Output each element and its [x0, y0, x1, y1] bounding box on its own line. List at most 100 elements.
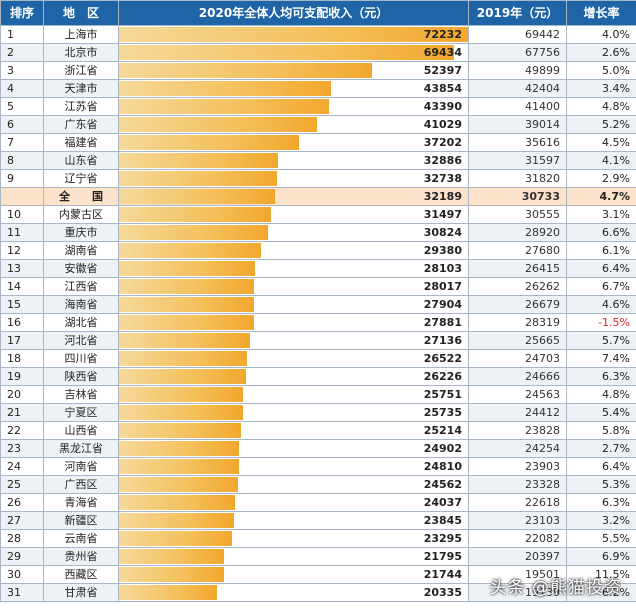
income-2020-cell: 20335: [118, 583, 469, 602]
table-row: 8 山东省 32886 31597 4.1%: [0, 151, 636, 170]
growth-cell: 4.5%: [566, 133, 636, 152]
rank-cell: 2: [0, 43, 44, 62]
region-cell: 安徽省: [43, 259, 119, 278]
header-income-2020: 2020年全体人均可支配收入（元）: [118, 0, 469, 26]
income-bar: [119, 297, 254, 312]
income-2019-cell: 19139: [468, 583, 567, 602]
income-2019-cell: 24254: [468, 439, 567, 458]
header-income-2019: 2019年（元）: [468, 0, 567, 26]
income-2019-cell: 26679: [468, 295, 567, 314]
income-2020-value: 41029: [423, 118, 462, 131]
table-row: 22 山西省 25214 23828 5.8%: [0, 421, 636, 440]
region-cell: 内蒙古区: [43, 205, 119, 224]
income-2020-cell: 37202: [118, 133, 469, 152]
income-2020-cell: 41029: [118, 115, 469, 134]
income-2019-cell: 35616: [468, 133, 567, 152]
income-2020-value: 43390: [423, 100, 462, 113]
income-2020-value: 27904: [423, 298, 462, 311]
income-2020-cell: 23845: [118, 511, 469, 530]
income-2020-cell: 23295: [118, 529, 469, 548]
table-row: 13 安徽省 28103 26415 6.4%: [0, 259, 636, 278]
growth-cell: 6.2%: [566, 583, 636, 602]
rank-cell: [0, 187, 44, 206]
income-2020-value: 24902: [423, 442, 462, 455]
region-cell: 新疆区: [43, 511, 119, 530]
income-2020-cell: 32189: [118, 187, 469, 206]
growth-cell: 5.4%: [566, 403, 636, 422]
rank-cell: 7: [0, 133, 44, 152]
table-row: 1 上海市 72232 69442 4.0%: [0, 25, 636, 44]
income-2019-cell: 41400: [468, 97, 567, 116]
region-cell: 江西省: [43, 277, 119, 296]
rank-cell: 24: [0, 457, 44, 476]
income-bar: [119, 207, 272, 222]
table-row: 21 宁夏区 25735 24412 5.4%: [0, 403, 636, 422]
income-bar: [119, 315, 254, 330]
region-cell: 重庆市: [43, 223, 119, 242]
income-2020-value: 31497: [423, 208, 462, 221]
income-2020-value: 69434: [423, 46, 462, 59]
table-row: 27 新疆区 23845 23103 3.2%: [0, 511, 636, 530]
rank-cell: 23: [0, 439, 44, 458]
income-2020-cell: 26522: [118, 349, 469, 368]
rank-cell: 15: [0, 295, 44, 314]
table-row: 31 甘肃省 20335 19139 6.2%: [0, 583, 636, 602]
income-2019-cell: 24666: [468, 367, 567, 386]
growth-cell: 6.6%: [566, 223, 636, 242]
income-bar: [119, 369, 246, 384]
income-bar: [119, 405, 244, 420]
income-2019-cell: 24412: [468, 403, 567, 422]
table-row: 5 江苏省 43390 41400 4.8%: [0, 97, 636, 116]
region-cell: 吉林省: [43, 385, 119, 404]
table-row: 10 内蒙古区 31497 30555 3.1%: [0, 205, 636, 224]
income-2020-cell: 43390: [118, 97, 469, 116]
income-2020-value: 21795: [423, 550, 462, 563]
table-row: 3 浙江省 52397 49899 5.0%: [0, 61, 636, 80]
income-2020-cell: 25214: [118, 421, 469, 440]
rank-cell: 9: [0, 169, 44, 188]
region-cell: 贵州省: [43, 547, 119, 566]
region-cell: 广西区: [43, 475, 119, 494]
growth-cell: 3.1%: [566, 205, 636, 224]
income-2019-cell: 69442: [468, 25, 567, 44]
income-2019-cell: 23903: [468, 457, 567, 476]
rank-cell: 5: [0, 97, 44, 116]
region-cell: 黑龙江省: [43, 439, 119, 458]
region-cell: 湖北省: [43, 313, 119, 332]
rank-cell: 30: [0, 565, 44, 584]
rank-cell: 31: [0, 583, 44, 602]
income-2020-value: 28103: [423, 262, 462, 275]
income-2020-value: 26226: [423, 370, 462, 383]
income-2019-cell: 42404: [468, 79, 567, 98]
income-bar: [119, 261, 255, 276]
region-cell: 青海省: [43, 493, 119, 512]
growth-cell: 6.1%: [566, 241, 636, 260]
income-2020-cell: 24810: [118, 457, 469, 476]
income-bar: [119, 549, 225, 564]
header-rank: 排序: [0, 0, 44, 26]
income-2020-cell: 52397: [118, 61, 469, 80]
income-2019-cell: 26262: [468, 277, 567, 296]
income-2020-cell: 27136: [118, 331, 469, 350]
region-cell: 四川省: [43, 349, 119, 368]
income-2020-value: 25214: [423, 424, 462, 437]
income-2020-value: 28017: [423, 280, 462, 293]
income-2019-cell: 24563: [468, 385, 567, 404]
rank-cell: 8: [0, 151, 44, 170]
income-2019-cell: 30555: [468, 205, 567, 224]
growth-cell: 6.7%: [566, 277, 636, 296]
table-row: 7 福建省 37202 35616 4.5%: [0, 133, 636, 152]
table-row: 23 黑龙江省 24902 24254 2.7%: [0, 439, 636, 458]
rank-cell: 11: [0, 223, 44, 242]
income-2019-cell: 67756: [468, 43, 567, 62]
table-row: 18 四川省 26522 24703 7.4%: [0, 349, 636, 368]
income-2020-cell: 31497: [118, 205, 469, 224]
growth-cell: 4.1%: [566, 151, 636, 170]
rank-cell: 21: [0, 403, 44, 422]
growth-cell: 5.0%: [566, 61, 636, 80]
income-2020-value: 23845: [423, 514, 462, 527]
region-cell: 广东省: [43, 115, 119, 134]
rank-cell: 28: [0, 529, 44, 548]
growth-cell: 5.2%: [566, 115, 636, 134]
